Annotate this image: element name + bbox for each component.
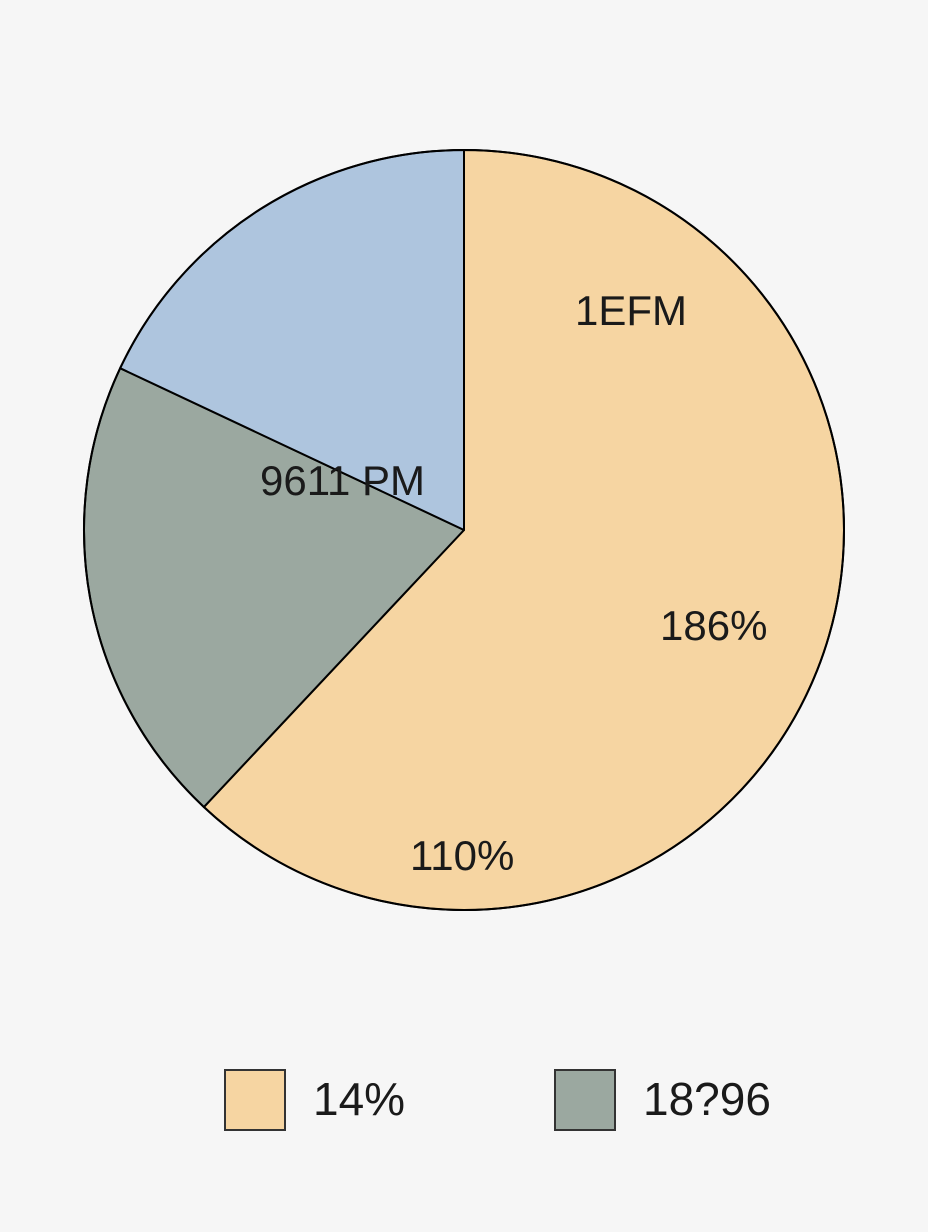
pie-chart — [84, 150, 844, 910]
legend-label: 18?96 — [643, 1073, 771, 1125]
slice-label: 1EFM — [575, 287, 687, 334]
slice-label: 186% — [660, 602, 767, 649]
legend-swatch — [555, 1070, 615, 1130]
chart-canvas: 9611 PM 110% 186% 1EFM 14% 18?96 — [0, 0, 928, 1232]
legend-swatch — [225, 1070, 285, 1130]
slice-label: 110% — [410, 832, 514, 879]
slice-label: 9611 PM — [260, 457, 425, 504]
legend-label: 14% — [313, 1073, 405, 1125]
